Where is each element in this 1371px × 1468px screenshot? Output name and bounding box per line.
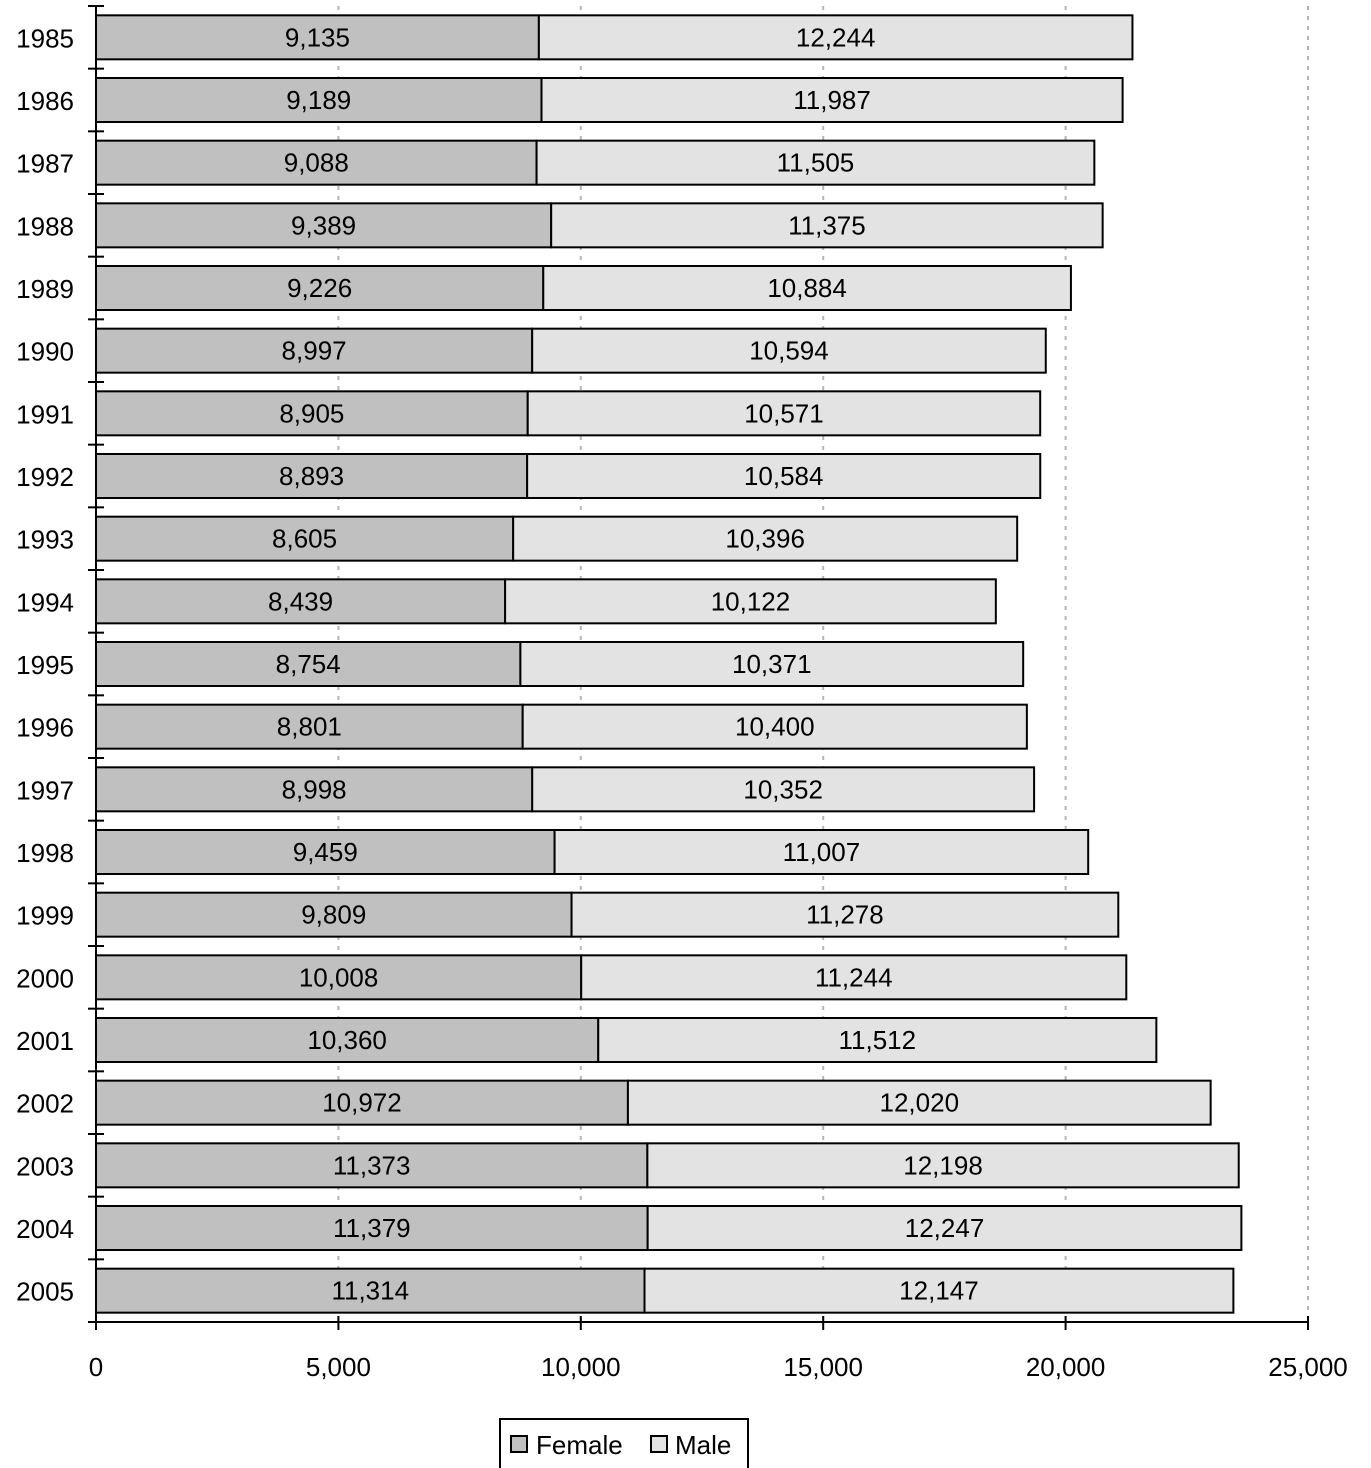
male-value-label: 10,371 xyxy=(732,649,812,679)
female-value-label: 8,439 xyxy=(268,586,333,616)
male-value-label: 11,007 xyxy=(783,837,861,867)
female-value-label: 8,998 xyxy=(282,774,347,804)
female-value-label: 9,189 xyxy=(286,85,351,115)
female-value-label: 8,754 xyxy=(276,649,341,679)
male-value-label: 11,505 xyxy=(777,148,855,178)
male-value-label: 10,400 xyxy=(735,712,815,742)
female-value-label: 11,379 xyxy=(333,1213,411,1243)
y-tick-label: 1988 xyxy=(16,211,74,241)
x-tick-label: 5,000 xyxy=(306,1352,371,1382)
male-value-label: 10,584 xyxy=(744,461,824,491)
y-tick-label: 1992 xyxy=(16,462,74,492)
male-value-label: 10,571 xyxy=(744,398,824,428)
female-legend-swatch xyxy=(511,1436,527,1452)
y-tick-label: 1997 xyxy=(16,775,74,805)
y-tick-label: 1989 xyxy=(16,274,74,304)
male-value-label: 10,594 xyxy=(749,336,829,366)
bars: 9,135 12,244 9,189 11,987 9,088 11,505 9,389 11… xyxy=(96,15,1241,1312)
male-value-label: 11,244 xyxy=(815,962,893,992)
y-tick-label: 1996 xyxy=(16,713,74,743)
y-tick-label: 2003 xyxy=(16,1151,74,1181)
female-value-label: 8,893 xyxy=(279,461,344,491)
y-tick-label: 1999 xyxy=(16,901,74,931)
female-value-label: 8,801 xyxy=(277,712,342,742)
female-value-label: 10,972 xyxy=(322,1088,402,1118)
y-tick-label: 1994 xyxy=(16,587,74,617)
female-value-label: 10,008 xyxy=(299,962,379,992)
x-tick-label: 10,000 xyxy=(541,1352,621,1382)
female-value-label: 9,389 xyxy=(291,210,356,240)
female-value-label: 8,997 xyxy=(282,336,347,366)
male-value-label: 11,512 xyxy=(839,1025,917,1055)
y-tick-label: 1990 xyxy=(16,337,74,367)
y-tick-label: 1987 xyxy=(16,149,74,179)
y-tick-label: 1998 xyxy=(16,838,74,868)
male-value-label: 12,244 xyxy=(796,22,876,52)
male-value-label: 11,987 xyxy=(793,85,871,115)
y-tick-label: 1991 xyxy=(16,399,74,429)
male-value-label: 10,884 xyxy=(767,273,847,303)
male-value-label: 12,247 xyxy=(905,1213,985,1243)
male-legend-swatch xyxy=(651,1436,667,1452)
y-tick-label: 2004 xyxy=(16,1214,74,1244)
male-value-label: 10,352 xyxy=(743,774,823,804)
x-tick-label: 20,000 xyxy=(1026,1352,1106,1382)
male-value-label: 10,396 xyxy=(725,524,805,554)
x-tick-label: 0 xyxy=(89,1352,103,1382)
female-value-label: 9,088 xyxy=(284,148,349,178)
female-value-label: 9,135 xyxy=(285,22,350,52)
male-value-label: 12,198 xyxy=(903,1150,983,1180)
y-tick-label: 2002 xyxy=(16,1089,74,1119)
female-legend-label: Female xyxy=(536,1430,623,1460)
male-value-label: 12,020 xyxy=(880,1088,960,1118)
y-tick-label: 2000 xyxy=(16,963,74,993)
y-tick-label: 1986 xyxy=(16,86,74,116)
female-value-label: 9,459 xyxy=(293,837,358,867)
y-axis-labels: 1985 1986 1987 1988 1989 1990 1991 1992 1993 1994… xyxy=(16,23,74,1306)
legend: Female Male xyxy=(500,1419,748,1468)
x-axis-labels: 0 5,000 10,000 15,000 20,000 25,000 xyxy=(89,1352,1348,1382)
x-tick-label: 15,000 xyxy=(783,1352,863,1382)
female-value-label: 8,905 xyxy=(279,398,344,428)
male-value-label: 12,147 xyxy=(899,1276,979,1306)
male-value-label: 11,278 xyxy=(806,900,884,930)
female-value-label: 9,809 xyxy=(301,900,366,930)
x-tick-label: 25,000 xyxy=(1268,1352,1348,1382)
y-tick-label: 2005 xyxy=(16,1277,74,1307)
male-legend-label: Male xyxy=(675,1430,731,1460)
y-tick-label: 1993 xyxy=(16,525,74,555)
male-value-label: 11,375 xyxy=(788,210,866,240)
male-value-label: 10,122 xyxy=(711,586,791,616)
female-value-label: 8,605 xyxy=(272,524,337,554)
y-tick-label: 1985 xyxy=(16,23,74,53)
female-value-label: 11,314 xyxy=(331,1276,409,1306)
female-value-label: 9,226 xyxy=(287,273,352,303)
y-tick-label: 2001 xyxy=(16,1026,74,1056)
female-value-label: 11,373 xyxy=(333,1150,411,1180)
female-value-label: 10,360 xyxy=(307,1025,387,1055)
y-tick-label: 1995 xyxy=(16,650,74,680)
